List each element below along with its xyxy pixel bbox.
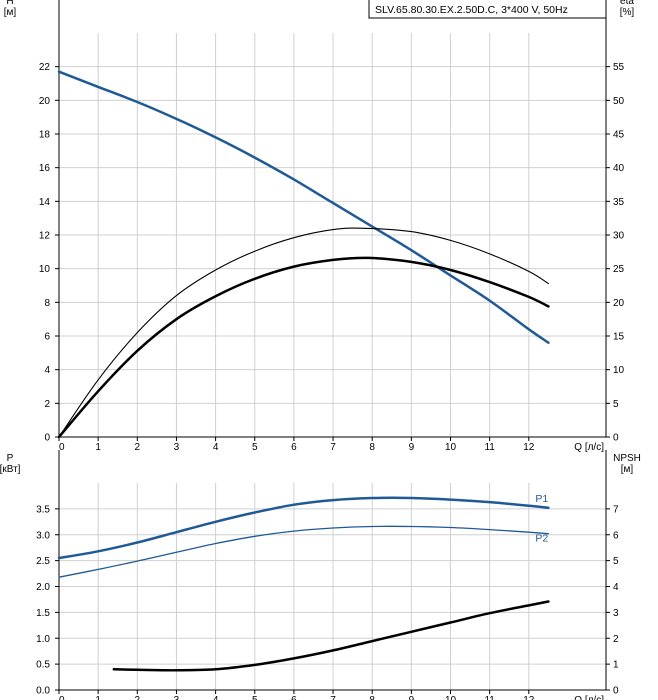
x-tick-label: 3 [174, 442, 180, 453]
y-left-tick-label: 0.5 [36, 660, 50, 671]
y-right-tick-label: 0 [613, 433, 619, 444]
y-right-tick-label: 7 [613, 504, 619, 515]
x-tick-label: 10 [445, 695, 457, 700]
x-tick-label: 12 [523, 442, 535, 453]
y-left-axis-unit: [м] [4, 7, 17, 18]
y-right-axis-label: NPSH [613, 453, 641, 464]
x-tick-label: 2 [135, 695, 141, 700]
y-right-tick-label: 25 [613, 264, 625, 275]
y-left-tick-label: 18 [39, 130, 51, 141]
head-efficiency-panel: 0 1 2 3 4 5 6 7 8 9 10 11 12024681012141618202205101… [4, 0, 635, 453]
y-left-tick-label: 10 [39, 264, 51, 275]
y-left-tick-label: 4 [44, 365, 50, 376]
y-right-tick-label: 10 [613, 365, 625, 376]
model-label-box: SLV.65.80.30.EX.2.50D.C, 3*400 V, 50Hz [368, 0, 607, 19]
y-right-axis-unit: [м] [621, 464, 634, 475]
y-right-tick-label: 45 [613, 130, 625, 141]
x-tick-label: 3 [174, 695, 180, 700]
y-right-axis-label: eta [620, 0, 634, 7]
y-left-tick-label: 22 [39, 62, 51, 73]
x-tick-label: 7 [330, 695, 336, 700]
x-tick-label: 2 [135, 442, 141, 453]
x-tick-label: 8 [369, 442, 375, 453]
x-tick-label: 11 [484, 442, 495, 453]
y-right-tick-label: 20 [613, 298, 625, 309]
series-line-p2 [58, 525, 550, 578]
y-right-tick-label: 3 [613, 608, 619, 619]
x-tick-label: 10 [445, 442, 457, 453]
x-axis-unit-label: Q [л/с] [574, 695, 604, 700]
y-left-tick-label: 3.0 [36, 530, 50, 541]
x-tick-label: 6 [291, 695, 297, 700]
x-tick-label: 5 [252, 442, 258, 453]
y-left-axis-label: P [7, 453, 14, 464]
model-label: SLV.65.80.30.EX.2.50D.C, 3*400 V, 50Hz [375, 4, 568, 16]
x-tick-label: 12 [523, 695, 535, 700]
series-label-p2: P2 [535, 533, 548, 545]
x-tick-label: 1 [95, 442, 101, 453]
x-tick-label: 6 [291, 442, 297, 453]
y-left-tick-label: 1.5 [36, 608, 50, 619]
y-right-tick-label: 5 [613, 556, 619, 567]
y-right-tick-label: 4 [613, 582, 619, 593]
power-npsh-panel: 01234567891011120.00.51.01.52.02.53.03.5… [0, 450, 641, 700]
y-right-tick-label: 6 [613, 530, 619, 541]
series-line-2 [58, 227, 549, 438]
y-right-tick-label: 15 [613, 332, 625, 343]
y-right-axis-unit: [%] [620, 7, 635, 18]
x-tick-label: 5 [252, 695, 258, 700]
y-right-tick-label: 35 [613, 197, 625, 208]
x-tick-label: 1 [95, 695, 101, 700]
y-left-tick-label: 12 [39, 231, 51, 242]
series-line-3 [112, 600, 550, 672]
y-left-tick-label: 1.0 [36, 634, 50, 645]
x-tick-label: 11 [484, 695, 495, 700]
x-tick-label: 0 [59, 695, 65, 700]
x-tick-label: 9 [409, 695, 415, 700]
y-left-axis-unit: [кВт] [0, 464, 21, 475]
series-line-p1 [57, 496, 550, 560]
y-left-tick-label: 3.5 [36, 504, 50, 515]
x-tick-label: 0 [59, 442, 65, 453]
y-right-tick-label: 2 [613, 634, 619, 645]
series-label-p1: P1 [535, 493, 548, 505]
y-left-tick-label: 20 [39, 96, 51, 107]
y-right-tick-label: 5 [613, 399, 619, 410]
y-right-tick-label: 0 [613, 686, 619, 697]
y-left-tick-label: 2.5 [36, 556, 50, 567]
series-line-3 [57, 256, 550, 439]
x-axis-unit-label: Q [л/с] [574, 442, 604, 453]
y-right-tick-label: 30 [613, 231, 625, 242]
y-left-tick-label: 16 [39, 163, 51, 174]
x-tick-label: 9 [409, 442, 415, 453]
x-tick-label: 4 [213, 695, 219, 700]
y-left-tick-label: 14 [39, 197, 51, 208]
y-left-axis-label: H [6, 0, 13, 7]
y-left-tick-label: 6 [44, 332, 50, 343]
x-tick-label: 4 [213, 442, 219, 453]
y-left-tick-label: 0.0 [36, 686, 50, 697]
x-tick-label: 7 [330, 442, 336, 453]
y-right-tick-label: 1 [613, 660, 619, 671]
y-right-tick-label: 55 [613, 62, 625, 73]
series-line-1 [57, 70, 550, 344]
y-right-tick-label: 40 [613, 163, 625, 174]
y-left-tick-label: 2.0 [36, 582, 50, 593]
y-left-tick-label: 0 [44, 433, 50, 444]
y-left-tick-label: 8 [44, 298, 50, 309]
y-right-tick-label: 50 [613, 96, 625, 107]
x-tick-label: 8 [369, 695, 375, 700]
y-left-tick-label: 2 [44, 399, 50, 410]
